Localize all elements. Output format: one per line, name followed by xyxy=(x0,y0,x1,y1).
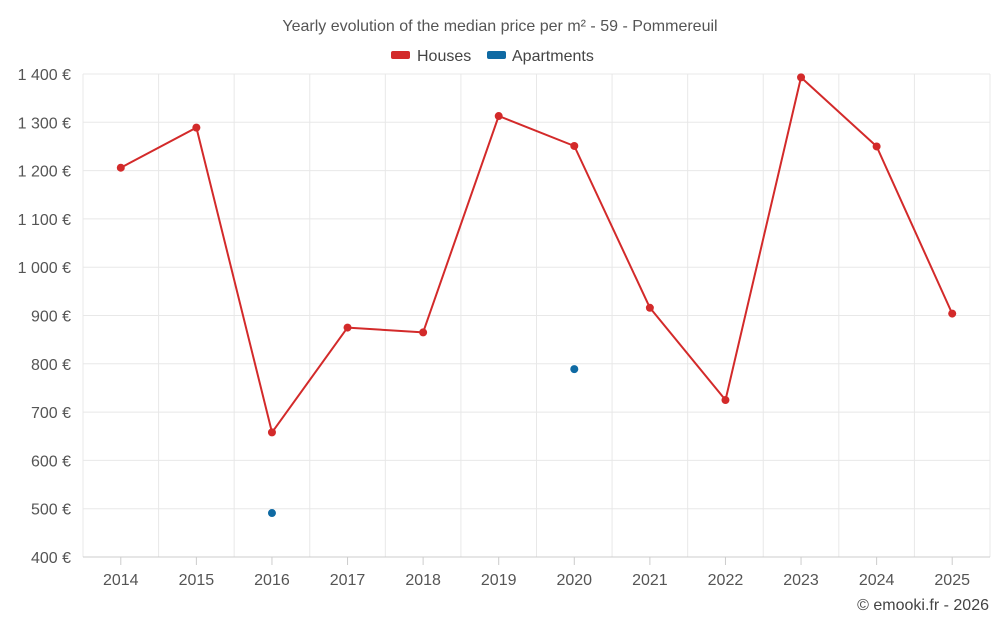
legend-label-houses[interactable]: Houses xyxy=(417,48,471,65)
x-tick-label: 2025 xyxy=(934,572,970,589)
data-point-houses-2020[interactable] xyxy=(570,141,579,150)
y-tick-label: 600 € xyxy=(31,453,71,470)
data-point-apartments-2020[interactable] xyxy=(570,365,579,374)
data-point-houses-2019[interactable] xyxy=(494,112,503,121)
data-point-houses-2022[interactable] xyxy=(721,396,730,405)
y-tick-label: 1 200 € xyxy=(18,164,71,181)
data-point-houses-2023[interactable] xyxy=(797,73,806,82)
data-point-houses-2015[interactable] xyxy=(192,123,201,132)
x-tick-label: 2016 xyxy=(254,572,290,589)
legend-swatch-apartments xyxy=(487,51,506,59)
series-apartments xyxy=(267,365,579,518)
x-axis: 2014 2015 2016 2017 2018 2019 2020 2021 2022 2023… xyxy=(83,556,990,589)
x-tick-label: 2019 xyxy=(481,572,517,589)
x-tick-label: 2018 xyxy=(405,572,441,589)
legend: Houses Apartments xyxy=(391,48,594,65)
legend-label-apartments[interactable]: Apartments xyxy=(512,48,594,65)
data-point-houses-2024[interactable] xyxy=(872,142,881,151)
chart-title: Yearly evolution of the median price per… xyxy=(282,18,717,35)
y-axis: 400 € 500 € 600 € 700 € 800 € 900 € 1 000 € 1 1… xyxy=(18,67,71,567)
credit-text: © emooki.fr - 2026 xyxy=(857,597,989,614)
y-tick-label: 500 € xyxy=(31,502,71,519)
legend-swatch-houses xyxy=(391,51,410,59)
series-houses xyxy=(116,73,957,437)
x-tick-label: 2017 xyxy=(330,572,366,589)
y-tick-label: 1 100 € xyxy=(18,212,71,229)
series-line-houses xyxy=(120,76,954,434)
x-tick-label: 2023 xyxy=(783,572,819,589)
x-tick-label: 2024 xyxy=(859,572,895,589)
x-tick-label: 2021 xyxy=(632,572,668,589)
y-tick-label: 1 000 € xyxy=(18,260,71,277)
y-tick-label: 800 € xyxy=(31,357,71,374)
data-point-houses-2021[interactable] xyxy=(645,303,654,312)
y-tick-label: 400 € xyxy=(31,550,71,567)
data-point-houses-2018[interactable] xyxy=(419,328,428,337)
y-tick-label: 900 € xyxy=(31,309,71,326)
data-point-apartments-2016[interactable] xyxy=(267,509,276,518)
data-point-houses-2017[interactable] xyxy=(343,323,352,332)
data-point-houses-2014[interactable] xyxy=(116,163,125,172)
x-tick-label: 2014 xyxy=(103,572,139,589)
y-tick-label: 1 400 € xyxy=(18,67,71,84)
series-layer xyxy=(116,73,957,518)
x-tick-label: 2020 xyxy=(556,572,592,589)
grid xyxy=(82,73,991,557)
x-tick-label: 2015 xyxy=(179,572,215,589)
data-point-houses-2016[interactable] xyxy=(267,428,276,437)
y-tick-label: 700 € xyxy=(31,405,71,422)
y-tick-label: 1 300 € xyxy=(18,115,71,132)
x-tick-label: 2022 xyxy=(708,572,744,589)
data-point-houses-2025[interactable] xyxy=(948,309,957,318)
